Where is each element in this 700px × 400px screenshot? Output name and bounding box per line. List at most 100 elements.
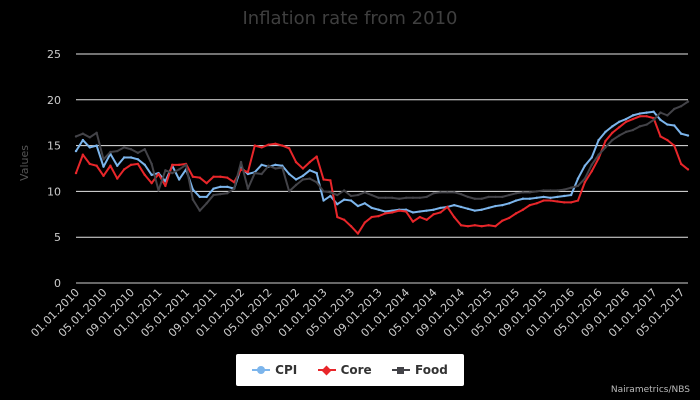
data-point-food[interactable] xyxy=(370,193,373,197)
data-point-core[interactable] xyxy=(129,163,133,167)
data-point-core[interactable] xyxy=(294,160,298,164)
data-point-core[interactable] xyxy=(329,179,332,182)
data-point-food[interactable] xyxy=(453,191,456,194)
data-point-core[interactable] xyxy=(501,219,504,222)
data-point-food[interactable] xyxy=(645,123,648,126)
data-point-food[interactable] xyxy=(260,172,263,176)
data-point-food[interactable] xyxy=(116,149,119,153)
data-point-core[interactable] xyxy=(322,178,325,181)
data-point-core[interactable] xyxy=(122,168,126,171)
data-point-cpi[interactable] xyxy=(563,194,566,198)
data-point-food[interactable] xyxy=(274,167,277,170)
data-point-food[interactable] xyxy=(521,191,525,194)
data-point-food[interactable] xyxy=(501,195,504,199)
data-point-cpi[interactable] xyxy=(74,149,78,153)
data-point-cpi[interactable] xyxy=(418,210,422,213)
data-point-food[interactable] xyxy=(191,198,195,201)
data-point-core[interactable] xyxy=(287,147,291,150)
data-point-core[interactable] xyxy=(425,218,428,221)
data-point-food[interactable] xyxy=(446,191,449,194)
data-point-core[interactable] xyxy=(109,164,112,167)
data-point-cpi[interactable] xyxy=(342,198,346,201)
data-point-cpi[interactable] xyxy=(597,138,600,142)
data-point-core[interactable] xyxy=(301,167,305,170)
data-point-core[interactable] xyxy=(618,126,621,129)
data-point-food[interactable] xyxy=(535,190,538,193)
data-point-core[interactable] xyxy=(157,172,160,176)
data-point-cpi[interactable] xyxy=(439,206,442,210)
data-point-cpi[interactable] xyxy=(466,207,470,210)
data-point-food[interactable] xyxy=(686,100,690,103)
data-point-cpi[interactable] xyxy=(487,206,490,210)
data-point-food[interactable] xyxy=(652,118,655,122)
data-point-food[interactable] xyxy=(597,153,600,156)
data-point-core[interactable] xyxy=(576,199,580,202)
data-point-cpi[interactable] xyxy=(384,210,387,213)
data-point-core[interactable] xyxy=(563,201,566,204)
data-point-food[interactable] xyxy=(308,177,311,180)
data-point-cpi[interactable] xyxy=(329,194,332,198)
data-point-food[interactable] xyxy=(473,197,477,200)
data-point-cpi[interactable] xyxy=(150,173,153,177)
data-point-core[interactable] xyxy=(143,173,146,177)
data-point-food[interactable] xyxy=(81,132,85,135)
data-point-cpi[interactable] xyxy=(611,125,614,128)
data-point-core[interactable] xyxy=(411,220,415,223)
data-point-cpi[interactable] xyxy=(686,134,690,137)
data-point-food[interactable] xyxy=(267,164,270,167)
data-point-core[interactable] xyxy=(404,210,408,213)
data-point-food[interactable] xyxy=(109,150,112,154)
data-point-cpi[interactable] xyxy=(425,209,428,212)
data-point-cpi[interactable] xyxy=(542,195,545,199)
data-point-cpi[interactable] xyxy=(590,156,593,159)
data-point-food[interactable] xyxy=(281,166,284,169)
data-point-cpi[interactable] xyxy=(556,195,559,199)
data-point-food[interactable] xyxy=(391,196,394,200)
data-point-cpi[interactable] xyxy=(377,208,380,211)
data-point-core[interactable] xyxy=(349,225,353,228)
data-point-cpi[interactable] xyxy=(569,193,573,197)
data-point-core[interactable] xyxy=(267,143,270,146)
data-point-food[interactable] xyxy=(212,193,215,197)
data-point-cpi[interactable] xyxy=(294,178,298,181)
data-point-core[interactable] xyxy=(253,144,256,147)
data-point-cpi[interactable] xyxy=(281,164,284,167)
data-point-core[interactable] xyxy=(521,208,525,211)
data-point-core[interactable] xyxy=(260,146,263,149)
data-point-cpi[interactable] xyxy=(521,197,525,200)
data-point-core[interactable] xyxy=(219,175,222,178)
legend-item-food[interactable]: Food xyxy=(392,363,448,377)
data-point-food[interactable] xyxy=(618,134,621,137)
data-point-core[interactable] xyxy=(494,225,497,228)
data-point-core[interactable] xyxy=(370,215,373,219)
data-point-cpi[interactable] xyxy=(459,205,463,209)
data-point-core[interactable] xyxy=(549,199,552,202)
data-point-cpi[interactable] xyxy=(308,169,311,172)
data-point-food[interactable] xyxy=(349,194,353,198)
data-point-core[interactable] xyxy=(116,177,119,180)
data-point-core[interactable] xyxy=(136,162,140,166)
data-point-core[interactable] xyxy=(631,117,635,121)
data-point-food[interactable] xyxy=(150,162,153,166)
data-point-core[interactable] xyxy=(659,135,662,138)
data-point-core[interactable] xyxy=(150,181,153,185)
data-point-food[interactable] xyxy=(129,148,133,151)
data-point-core[interactable] xyxy=(281,144,284,147)
data-point-core[interactable] xyxy=(686,168,690,171)
data-point-core[interactable] xyxy=(81,153,85,156)
data-point-food[interactable] xyxy=(583,177,587,180)
data-point-cpi[interactable] xyxy=(453,203,456,207)
credit-text[interactable]: Nairametrics/NBS xyxy=(610,385,690,395)
data-point-cpi[interactable] xyxy=(638,112,642,115)
data-point-food[interactable] xyxy=(219,192,222,196)
data-point-food[interactable] xyxy=(102,158,105,161)
data-point-core[interactable] xyxy=(638,115,642,118)
data-point-food[interactable] xyxy=(232,187,236,190)
data-point-cpi[interactable] xyxy=(645,111,648,114)
data-point-core[interactable] xyxy=(363,221,367,224)
data-point-food[interactable] xyxy=(171,171,174,175)
data-point-cpi[interactable] xyxy=(226,185,229,189)
data-point-core[interactable] xyxy=(308,160,311,164)
data-point-core[interactable] xyxy=(666,138,669,142)
data-point-food[interactable] xyxy=(528,191,532,194)
